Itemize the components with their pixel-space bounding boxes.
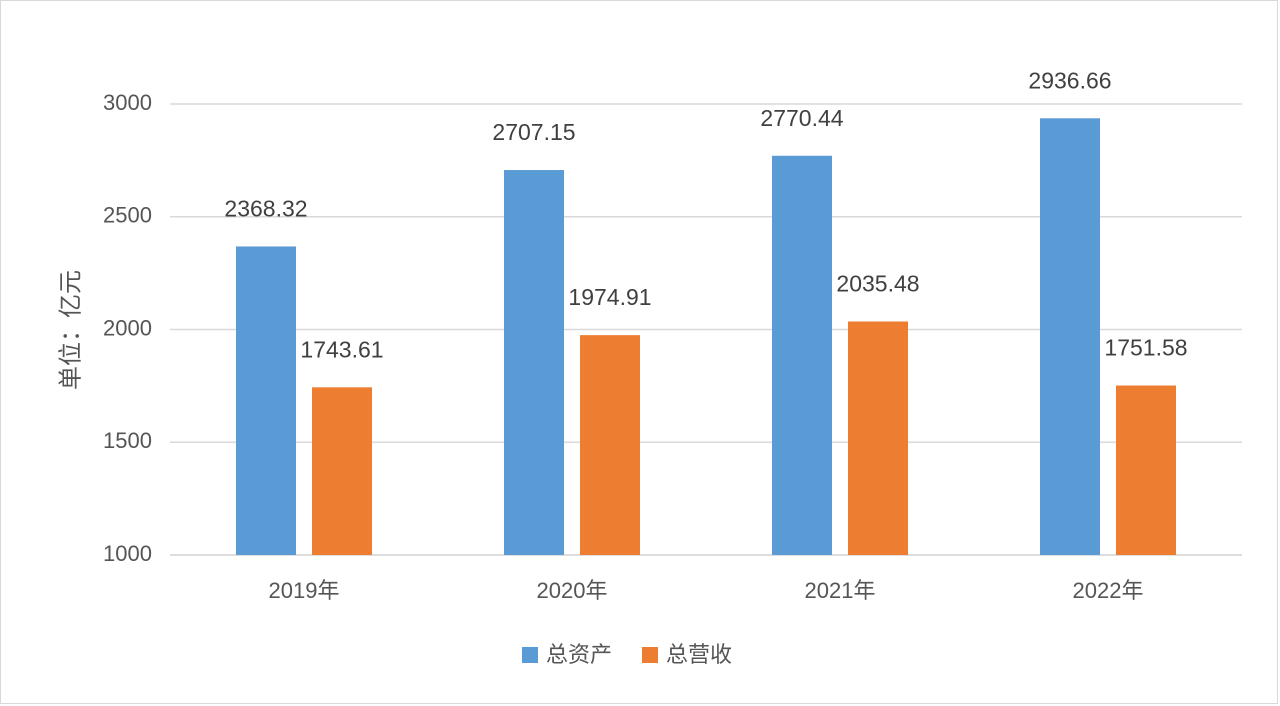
y-tick-label: 1000	[103, 541, 152, 566]
data-label: 2707.15	[492, 119, 575, 145]
bar-revenue-0	[312, 387, 372, 555]
data-label: 2936.66	[1028, 67, 1111, 93]
data-label: 1751.58	[1104, 335, 1187, 361]
bar-revenue-1	[580, 335, 640, 555]
legend-swatch-1	[642, 647, 658, 663]
data-label: 1974.91	[568, 284, 651, 310]
bar-assets-0	[236, 246, 296, 555]
y-tick-label: 3000	[103, 90, 152, 115]
data-labels: 2368.32 1743.61 2707.15 1974.91 2770.44 2035.…	[224, 67, 1187, 362]
legend-label-0: 总资产	[546, 642, 612, 667]
bar-revenue-3	[1116, 385, 1176, 555]
y-tick-label: 2500	[103, 203, 152, 228]
legend-label-1: 总营收	[666, 642, 732, 667]
legend-swatch-0	[522, 647, 538, 663]
x-tick-label: 2019年	[269, 578, 340, 603]
bar-assets-2	[772, 155, 832, 555]
bar-revenue-2	[848, 321, 908, 555]
data-label: 1743.61	[300, 336, 383, 362]
x-tick-label: 2020年	[537, 578, 608, 603]
y-axis-tick-labels: 1000 1500 2000 2500 3000	[103, 90, 152, 566]
data-label: 2770.44	[760, 105, 843, 131]
data-label: 2035.48	[836, 270, 919, 296]
x-tick-label: 2021年	[805, 578, 876, 603]
x-axis-tick-labels: 2019年 2020年 2021年 2022年	[269, 578, 1144, 603]
legend: 总资产 总营收	[522, 642, 732, 667]
bars	[236, 118, 1176, 556]
y-axis-label: 单位：亿元	[57, 270, 84, 390]
y-tick-label: 2000	[103, 315, 152, 340]
y-tick-label: 1500	[103, 428, 152, 453]
data-label: 2368.32	[224, 195, 307, 221]
bar-assets-1	[504, 170, 564, 556]
bar-assets-3	[1040, 118, 1100, 555]
x-tick-label: 2022年	[1073, 578, 1144, 603]
